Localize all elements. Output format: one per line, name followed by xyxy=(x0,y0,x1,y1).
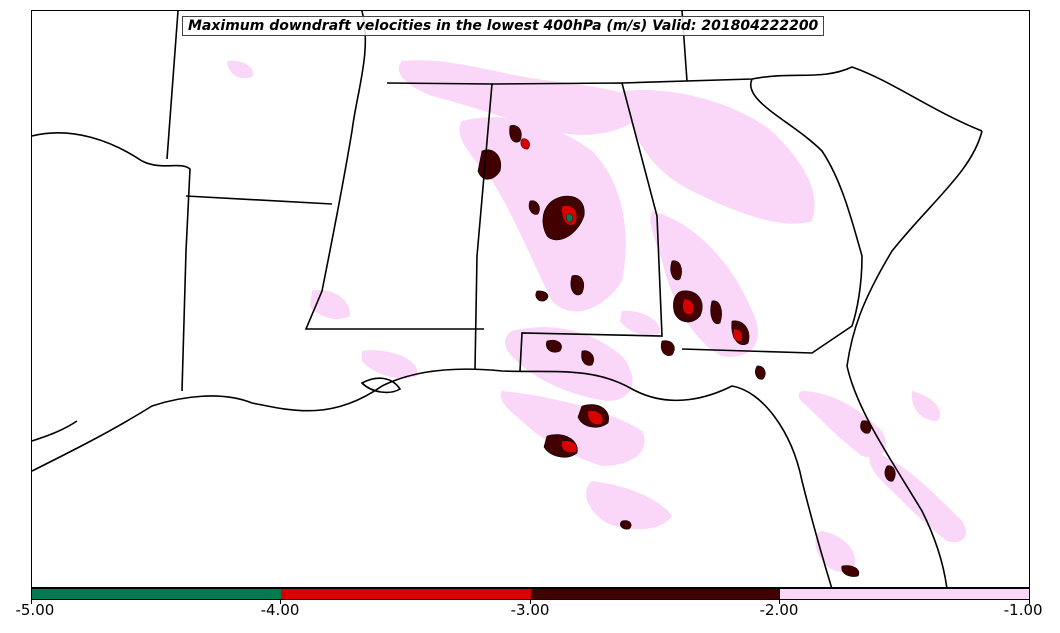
map-title: Maximum downdraft velocities in the lowe… xyxy=(182,16,825,36)
colorbar-tick-mark xyxy=(1029,600,1030,604)
colorbar-bin-1 xyxy=(32,589,282,599)
colorbar-tick-label: -1.00 xyxy=(1003,601,1043,619)
colorbar-tick-mark xyxy=(530,600,531,604)
colorbar-bin-4 xyxy=(779,589,1029,599)
colorbar-tick-label: -3.00 xyxy=(510,601,550,619)
state-borders xyxy=(32,11,983,587)
colorbar-tick-mark xyxy=(31,600,32,604)
colorbar xyxy=(31,588,1030,600)
downdraft-weak-regions xyxy=(227,60,967,573)
colorbar-bin-3 xyxy=(530,589,780,599)
map-canvas xyxy=(32,11,983,587)
colorbar-tick-label: -2.00 xyxy=(759,601,799,619)
colorbar-tick-label: -5.00 xyxy=(15,601,55,619)
colorbar-tick-label: -4.00 xyxy=(260,601,300,619)
downdraft-extreme-cores xyxy=(566,213,574,223)
colorbar-tick-mark xyxy=(779,600,780,604)
colorbar-bin-2 xyxy=(281,589,531,599)
colorbar-tick-mark xyxy=(280,600,281,604)
map-panel xyxy=(31,10,1030,588)
